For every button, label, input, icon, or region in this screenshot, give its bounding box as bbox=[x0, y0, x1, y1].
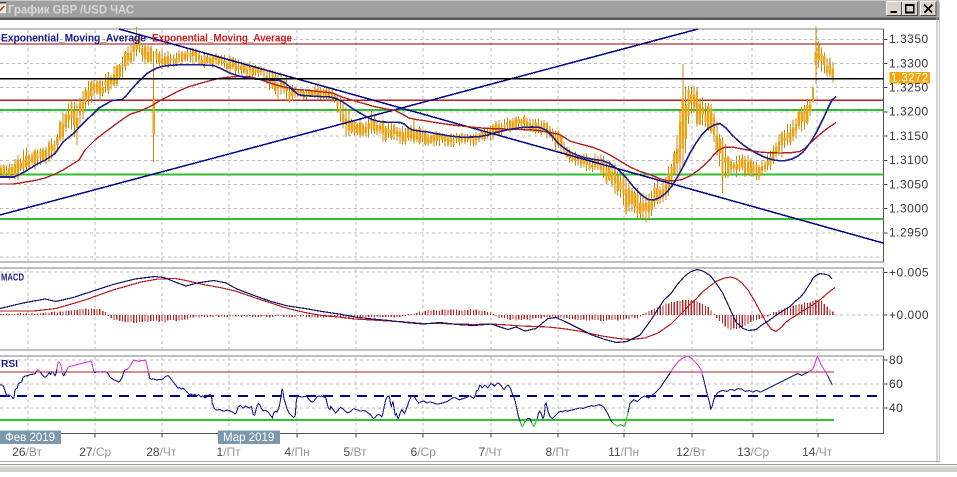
svg-text:Exponential_Moving_Average: Exponential_Moving_Average bbox=[1, 33, 146, 45]
svg-text:28/Чт: 28/Чт bbox=[146, 445, 177, 459]
svg-text:1.3200: 1.3200 bbox=[889, 105, 929, 119]
svg-text:1.3272: 1.3272 bbox=[891, 73, 929, 85]
svg-text:80: 80 bbox=[889, 353, 903, 367]
svg-text:+0.005: +0.005 bbox=[889, 265, 929, 279]
svg-text:6/Ср: 6/Ср bbox=[411, 445, 437, 459]
svg-text:5/Вт: 5/Вт bbox=[344, 445, 368, 459]
svg-text:8/Пт: 8/Пт bbox=[546, 445, 571, 459]
svg-text:1.2950: 1.2950 bbox=[889, 226, 929, 240]
svg-text:1.3150: 1.3150 bbox=[889, 129, 929, 143]
svg-text:40: 40 bbox=[889, 401, 903, 415]
svg-text:График GBP /USD ЧАС: График GBP /USD ЧАС bbox=[8, 3, 134, 17]
svg-text:1.3050: 1.3050 bbox=[889, 177, 929, 191]
svg-text:13/Ср: 13/Ср bbox=[737, 445, 769, 459]
svg-text:26/Вт: 26/Вт bbox=[12, 445, 42, 459]
svg-text:7/Чт: 7/Чт bbox=[479, 445, 503, 459]
svg-text:Мар 2019: Мар 2019 bbox=[223, 432, 274, 444]
svg-text:RSI: RSI bbox=[1, 358, 18, 370]
svg-text:1.3000: 1.3000 bbox=[889, 202, 929, 216]
svg-text:11/Пн: 11/Пн bbox=[608, 445, 639, 459]
svg-text:MACD: MACD bbox=[1, 272, 24, 284]
svg-text:1.3350: 1.3350 bbox=[889, 32, 929, 46]
svg-text:Exponential_Moving_Average: Exponential_Moving_Average bbox=[152, 33, 292, 45]
svg-text:Фев 2019: Фев 2019 bbox=[5, 432, 55, 444]
svg-text:14/Чт: 14/Чт bbox=[802, 445, 833, 459]
svg-text:27/Ср: 27/Ср bbox=[79, 445, 111, 459]
svg-text:4/Пн: 4/Пн bbox=[285, 445, 310, 459]
svg-text:1.3100: 1.3100 bbox=[889, 153, 929, 167]
svg-text:1/Пт: 1/Пт bbox=[217, 445, 242, 459]
svg-text:1.3300: 1.3300 bbox=[889, 56, 929, 70]
svg-text:60: 60 bbox=[889, 377, 903, 391]
svg-text:+0.000: +0.000 bbox=[889, 308, 929, 322]
svg-text:12/Вт: 12/Вт bbox=[676, 445, 706, 459]
svg-text:1.3250: 1.3250 bbox=[889, 81, 929, 95]
